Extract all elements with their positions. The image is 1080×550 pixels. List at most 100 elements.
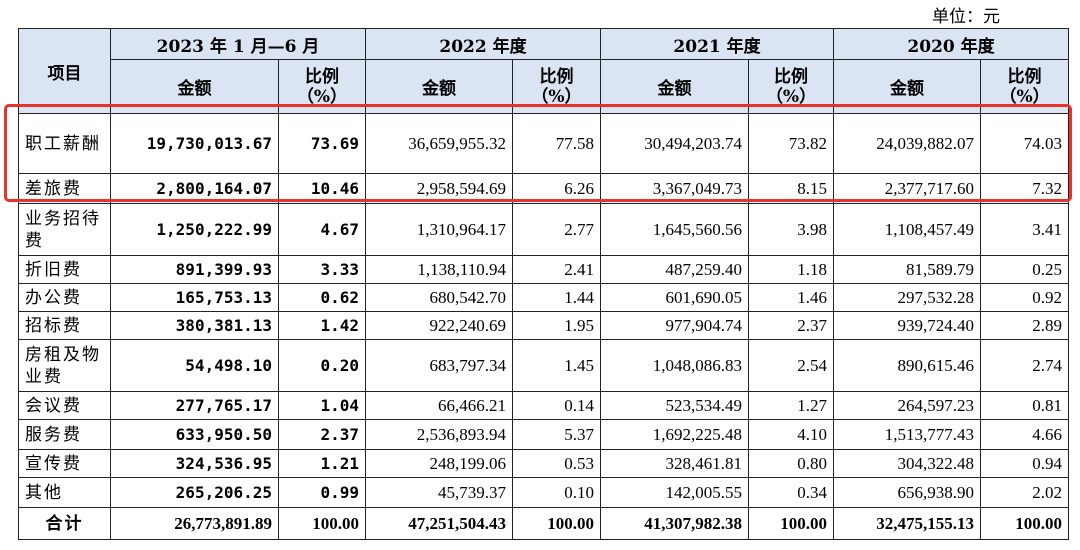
ratio-cell: 0.34 bbox=[748, 477, 835, 508]
ratio-cell: 2.41 bbox=[511, 255, 602, 284]
amount-cell: 890,615.46 bbox=[833, 339, 982, 392]
row-label: 合计 bbox=[18, 507, 111, 540]
period-header: 2021 年度 bbox=[600, 28, 835, 60]
row-label: 折旧费 bbox=[18, 255, 111, 284]
ratio-cell: 0.80 bbox=[748, 449, 835, 478]
amount-cell: 922,240.69 bbox=[365, 311, 513, 340]
amount-cell: 2,958,594.69 bbox=[365, 173, 513, 204]
amount-cell: 328,461.81 bbox=[600, 449, 750, 478]
ratio-cell: 1.18 bbox=[748, 255, 835, 284]
row-label: 办公费 bbox=[18, 283, 111, 312]
ratio-cell: 4.67 bbox=[278, 203, 366, 256]
amount-cell: 264,597.23 bbox=[833, 391, 982, 420]
ratio-cell: 0.20 bbox=[278, 339, 366, 392]
table-row: 服务费 633,950.50 2.37 2,536,893.94 5.37 1,692,2… bbox=[18, 419, 1070, 450]
amount-cell: 324,536.95 bbox=[110, 449, 279, 478]
amount-cell: 32,475,155.13 bbox=[833, 507, 982, 540]
row-label: 职工薪酬 bbox=[18, 113, 111, 174]
amount-cell: 165,753.13 bbox=[110, 283, 279, 312]
amount-cell: 680,542.70 bbox=[365, 283, 513, 312]
ratio-cell: 1.46 bbox=[748, 283, 835, 312]
ratio-cell: 1.27 bbox=[748, 391, 835, 420]
row-label: 业务招待费 bbox=[18, 203, 111, 256]
amount-cell: 54,498.10 bbox=[110, 339, 279, 392]
ratio-cell: 4.66 bbox=[980, 419, 1070, 450]
amount-cell: 304,322.48 bbox=[833, 449, 982, 478]
amount-cell: 601,690.05 bbox=[600, 283, 750, 312]
ratio-cell: 1.95 bbox=[511, 311, 602, 340]
row-label: 服务费 bbox=[18, 419, 111, 450]
ratio-cell: 0.81 bbox=[980, 391, 1070, 420]
amount-cell: 683,797.34 bbox=[365, 339, 513, 392]
amount-cell: 142,005.55 bbox=[600, 477, 750, 508]
amount-cell: 2,536,893.94 bbox=[365, 419, 513, 450]
row-label: 宣传费 bbox=[18, 449, 111, 478]
amount-cell: 1,250,222.99 bbox=[110, 203, 279, 256]
amount-cell: 297,532.28 bbox=[833, 283, 982, 312]
amount-cell: 47,251,504.43 bbox=[365, 507, 513, 540]
ratio-cell: 2.74 bbox=[980, 339, 1070, 392]
ratio-cell: 0.53 bbox=[511, 449, 602, 478]
ratio-cell: 2.02 bbox=[980, 477, 1070, 508]
ratio-cell: 2.37 bbox=[748, 311, 835, 340]
highlight-box bbox=[4, 104, 1072, 202]
table-row: 招标费 380,381.13 1.42 922,240.69 1.95 977,904.7… bbox=[18, 311, 1070, 340]
ratio-cell: 4.10 bbox=[748, 419, 835, 450]
ratio-cell: 0.25 bbox=[980, 255, 1070, 284]
amount-cell: 523,534.49 bbox=[600, 391, 750, 420]
amount-cell: 41,307,982.38 bbox=[600, 507, 750, 540]
amount-cell: 1,048,086.83 bbox=[600, 339, 750, 392]
ratio-cell: 1.04 bbox=[278, 391, 366, 420]
amount-cell: 19,730,013.67 bbox=[110, 113, 279, 174]
ratio-cell: 73.69 bbox=[278, 113, 366, 174]
amount-cell: 1,645,560.56 bbox=[600, 203, 750, 256]
amount-cell: 277,765.17 bbox=[110, 391, 279, 420]
amount-cell: 2,800,164.07 bbox=[110, 173, 279, 204]
ratio-cell: 5.37 bbox=[511, 419, 602, 450]
amount-cell: 248,199.06 bbox=[365, 449, 513, 478]
ratio-cell: 1.21 bbox=[278, 449, 366, 478]
ratio-cell: 1.44 bbox=[511, 283, 602, 312]
period-header: 2020 年度 bbox=[833, 28, 1070, 60]
total-row: 合计 26,773,891.89 100.00 47,251,504.43 100.00… bbox=[18, 507, 1070, 540]
ratio-cell: 100.00 bbox=[278, 507, 366, 540]
period-header: 2023 年 1 月—6 月 bbox=[110, 28, 366, 60]
amount-cell: 66,466.21 bbox=[365, 391, 513, 420]
table-row: 会议费 277,765.17 1.04 66,466.21 0.14 523,534.49… bbox=[18, 391, 1070, 420]
ratio-cell: 2.89 bbox=[980, 311, 1070, 340]
amount-cell: 1,692,225.48 bbox=[600, 419, 750, 450]
ratio-cell: 1.45 bbox=[511, 339, 602, 392]
ratio-cell: 0.14 bbox=[511, 391, 602, 420]
row-label: 其他 bbox=[18, 477, 111, 508]
table-row: 其他 265,206.25 0.99 45,739.37 0.10 142,005.55 0… bbox=[18, 477, 1070, 508]
ratio-cell: 2.37 bbox=[278, 419, 366, 450]
ratio-cell: 0.92 bbox=[980, 283, 1070, 312]
ratio-cell: 74.03 bbox=[980, 113, 1070, 174]
item-header: 项目 bbox=[18, 28, 111, 114]
ratio-cell: 100.00 bbox=[511, 507, 602, 540]
amount-cell: 891,399.93 bbox=[110, 255, 279, 284]
ratio-cell: 1.42 bbox=[278, 311, 366, 340]
amount-cell: 380,381.13 bbox=[110, 311, 279, 340]
amount-cell: 3,367,049.73 bbox=[600, 173, 750, 204]
amount-cell: 633,950.50 bbox=[110, 419, 279, 450]
row-label: 招标费 bbox=[18, 311, 111, 340]
ratio-cell: 3.33 bbox=[278, 255, 366, 284]
row-label: 房租及物业费 bbox=[18, 339, 111, 392]
ratio-cell: 7.32 bbox=[980, 173, 1070, 204]
ratio-cell: 0.10 bbox=[511, 477, 602, 508]
ratio-cell: 0.99 bbox=[278, 477, 366, 508]
period-header: 2022 年度 bbox=[364, 28, 602, 60]
ratio-cell: 0.94 bbox=[980, 449, 1070, 478]
amount-cell: 487,259.40 bbox=[600, 255, 750, 284]
ratio-cell: 100.00 bbox=[748, 507, 835, 540]
amount-cell: 45,739.37 bbox=[365, 477, 513, 508]
amount-cell: 977,904.74 bbox=[600, 311, 750, 340]
amount-cell: 656,938.90 bbox=[833, 477, 982, 508]
table-row: 宣传费 324,536.95 1.21 248,199.06 0.53 328,461.8… bbox=[18, 449, 1070, 478]
ratio-cell: 2.77 bbox=[511, 203, 602, 256]
amount-cell: 1,310,964.17 bbox=[365, 203, 513, 256]
ratio-cell: 0.62 bbox=[278, 283, 366, 312]
ratio-cell: 100.00 bbox=[980, 507, 1070, 540]
row-label: 会议费 bbox=[18, 391, 111, 420]
